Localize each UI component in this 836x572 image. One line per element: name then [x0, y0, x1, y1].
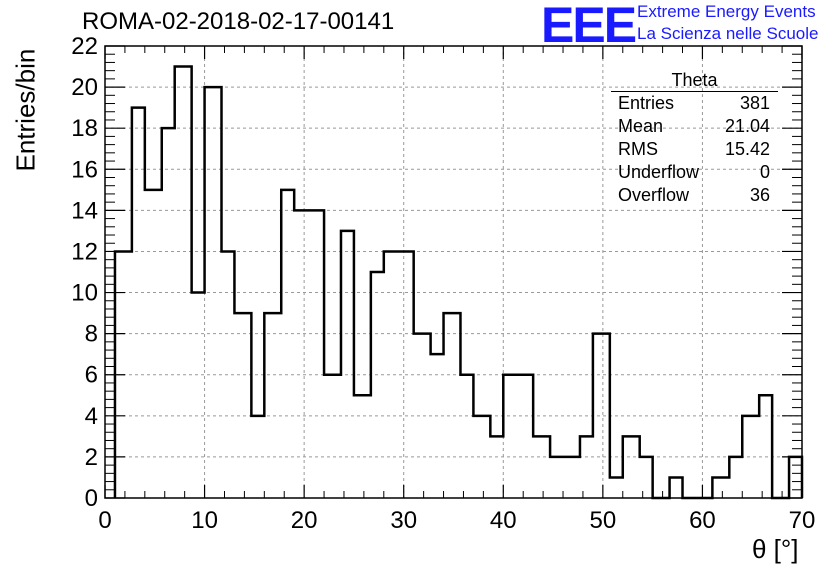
- histogram-bin: [610, 477, 623, 498]
- histogram-bin: [712, 477, 729, 498]
- y-tick-label: 12: [71, 238, 98, 265]
- stats-box-title: Theta: [611, 69, 778, 92]
- eee-logo: EEE: [541, 0, 637, 53]
- histogram-bin: [431, 354, 444, 498]
- histogram-bin: [640, 457, 653, 498]
- histogram-bin: [533, 436, 550, 498]
- y-tick-label: 16: [71, 156, 98, 183]
- stats-label: RMS: [618, 139, 658, 159]
- x-tick-label: 40: [490, 507, 517, 534]
- stats-value: 36: [749, 185, 770, 205]
- x-axis-label: θ [°]: [752, 534, 799, 564]
- stats-row-rms: RMS 15.42: [611, 138, 778, 161]
- stats-label: Overflow: [618, 185, 690, 205]
- tick-labels: 0 10 20 30 40 50 60 70 0 2 4 6 8 10 12 14 16 18 20 22: [71, 33, 815, 534]
- stats-row-overflow: Overflow 36: [611, 184, 778, 207]
- histogram-bin: [580, 436, 593, 498]
- histogram-bin: [234, 313, 251, 498]
- stats-row-mean: Mean 21.04: [611, 115, 778, 138]
- y-tick-label: 22: [71, 33, 98, 60]
- x-tick-label: 70: [789, 507, 816, 534]
- y-tick-label: 10: [71, 280, 98, 307]
- y-tick-label: 0: [85, 485, 98, 512]
- histogram-bin: [175, 67, 192, 498]
- histogram-bin: [444, 313, 461, 498]
- y-axis-label: Entries/bin: [10, 48, 41, 172]
- logo-line-1: Extreme Energy Events: [637, 2, 816, 21]
- stats-row-underflow: Underflow 0: [611, 161, 778, 184]
- histogram-bin: [145, 190, 162, 498]
- x-tick-label: 60: [689, 507, 716, 534]
- histogram-bin: [371, 272, 384, 498]
- histogram-bin: [789, 457, 802, 498]
- stats-label: Entries: [618, 93, 675, 113]
- stats-row-entries: Entries 381: [611, 92, 778, 115]
- histogram-bin: [294, 210, 311, 498]
- stats-value: 15.42: [724, 139, 770, 159]
- histogram-bin: [742, 416, 759, 498]
- stats-label: Mean: [618, 116, 664, 136]
- histogram-bin: [670, 477, 683, 498]
- y-tick-label: 4: [85, 403, 98, 430]
- stats-value: 381: [739, 93, 770, 113]
- stats-value: 0: [759, 162, 770, 182]
- y-tick-label: 14: [71, 197, 98, 224]
- histogram-bin: [162, 128, 175, 498]
- y-tick-label: 20: [71, 74, 98, 101]
- histogram-bin: [341, 231, 354, 498]
- plot-frame: [104, 45, 803, 499]
- histogram-bin: [132, 108, 145, 498]
- histogram-bin: [384, 251, 401, 498]
- histogram-bin: [563, 457, 580, 498]
- y-tick-label: 6: [85, 362, 98, 389]
- histogram-bin: [520, 375, 533, 498]
- y-tick-label: 8: [85, 321, 98, 348]
- histogram-bin: [281, 190, 294, 498]
- histogram-bin: [503, 375, 520, 498]
- y-tick-label: 18: [71, 115, 98, 142]
- histogram-bin: [354, 395, 371, 498]
- x-tick-label: 30: [390, 507, 417, 534]
- chart-title: ROMA-02-2018-02-17-00141: [82, 8, 395, 35]
- x-tick-label: 50: [590, 507, 617, 534]
- stats-box: Theta Entries 381 Mean 21.04 RMS 15.42 Unde…: [611, 69, 778, 207]
- axis-ticks: [104, 45, 803, 499]
- histogram-bin: [473, 416, 490, 498]
- logo-line-2: La Scienza nelle Scuole: [637, 24, 819, 43]
- histogram-bin: [192, 293, 205, 498]
- histogram-bin: [414, 334, 431, 498]
- stats-label: Underflow: [618, 162, 700, 182]
- histogram-bin: [729, 457, 742, 498]
- x-tick-label: 10: [191, 507, 218, 534]
- histogram-bin: [623, 436, 640, 498]
- histogram-bin: [490, 436, 503, 498]
- x-tick-label: 0: [98, 507, 111, 534]
- histogram-bin: [324, 375, 341, 498]
- histogram-bin: [460, 375, 473, 498]
- histogram-bin: [759, 395, 772, 498]
- histogram-bin: [550, 457, 563, 498]
- x-tick-label: 20: [291, 507, 318, 534]
- histogram-bin: [264, 313, 281, 498]
- stats-value: 21.04: [724, 116, 770, 136]
- histogram-bin: [593, 334, 610, 498]
- histogram-bin: [311, 210, 324, 498]
- y-tick-label: 2: [85, 444, 98, 471]
